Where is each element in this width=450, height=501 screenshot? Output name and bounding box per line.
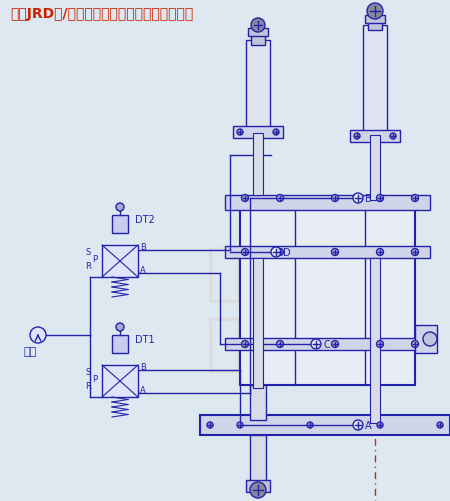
Bar bbox=[370, 135, 380, 200]
Circle shape bbox=[276, 341, 284, 348]
Circle shape bbox=[30, 327, 46, 343]
Circle shape bbox=[251, 18, 265, 32]
Bar bbox=[368, 18, 382, 30]
Text: 玖容JRD总/力行程可调气液增压缸气路连接图: 玖容JRD总/力行程可调气液增压缸气路连接图 bbox=[10, 7, 193, 21]
Circle shape bbox=[276, 194, 284, 201]
Text: B: B bbox=[365, 194, 372, 204]
Bar bbox=[246, 480, 270, 492]
Circle shape bbox=[116, 323, 124, 331]
Circle shape bbox=[237, 129, 243, 135]
Text: D: D bbox=[283, 248, 291, 258]
Bar bbox=[225, 195, 430, 210]
Bar bbox=[253, 133, 263, 195]
Text: S: S bbox=[85, 248, 90, 257]
Circle shape bbox=[411, 248, 418, 256]
Bar bbox=[370, 258, 380, 423]
Text: A: A bbox=[140, 266, 146, 275]
Text: A: A bbox=[140, 386, 146, 395]
Bar bbox=[363, 25, 387, 135]
Circle shape bbox=[390, 133, 396, 139]
Bar bbox=[250, 435, 266, 485]
Circle shape bbox=[273, 129, 279, 135]
Circle shape bbox=[237, 422, 243, 428]
Bar bbox=[251, 30, 265, 45]
Text: 气源: 气源 bbox=[24, 347, 37, 357]
Bar bbox=[250, 385, 266, 420]
Circle shape bbox=[353, 420, 363, 430]
Circle shape bbox=[354, 133, 360, 139]
Circle shape bbox=[367, 3, 383, 19]
Text: C: C bbox=[323, 340, 330, 350]
Text: DT2: DT2 bbox=[135, 215, 155, 225]
Circle shape bbox=[332, 248, 338, 256]
Bar bbox=[415, 325, 437, 353]
Text: S: S bbox=[85, 368, 90, 377]
Bar bbox=[112, 215, 128, 233]
Circle shape bbox=[271, 247, 281, 257]
Bar bbox=[225, 338, 430, 350]
Bar bbox=[233, 126, 283, 138]
Text: A: A bbox=[365, 421, 372, 431]
Circle shape bbox=[377, 341, 383, 348]
Text: 玖
容: 玖 容 bbox=[206, 245, 244, 375]
Bar bbox=[253, 258, 263, 388]
Circle shape bbox=[116, 203, 124, 211]
Text: R: R bbox=[85, 382, 91, 391]
Circle shape bbox=[276, 248, 284, 256]
Text: B: B bbox=[140, 363, 146, 372]
Bar bbox=[246, 40, 270, 130]
Circle shape bbox=[411, 194, 418, 201]
Circle shape bbox=[207, 422, 213, 428]
Bar bbox=[350, 130, 400, 142]
Circle shape bbox=[332, 341, 338, 348]
Circle shape bbox=[377, 194, 383, 201]
Circle shape bbox=[411, 341, 418, 348]
Circle shape bbox=[332, 194, 338, 201]
Circle shape bbox=[437, 422, 443, 428]
Circle shape bbox=[377, 422, 383, 428]
Circle shape bbox=[353, 193, 363, 203]
Circle shape bbox=[423, 332, 437, 346]
Circle shape bbox=[242, 341, 248, 348]
Bar bbox=[365, 15, 385, 23]
Bar bbox=[248, 28, 268, 36]
Text: B: B bbox=[140, 243, 146, 252]
Text: P: P bbox=[92, 255, 97, 264]
Bar bbox=[102, 365, 138, 397]
Bar bbox=[225, 246, 430, 258]
Bar bbox=[112, 335, 128, 353]
Circle shape bbox=[311, 339, 321, 349]
Bar bbox=[200, 415, 450, 435]
Bar bbox=[240, 200, 415, 385]
Text: R: R bbox=[85, 262, 91, 271]
Circle shape bbox=[242, 194, 248, 201]
Circle shape bbox=[307, 422, 313, 428]
Bar bbox=[102, 245, 138, 277]
Text: P: P bbox=[92, 375, 97, 384]
Circle shape bbox=[250, 482, 266, 498]
Text: DT1: DT1 bbox=[135, 335, 155, 345]
Circle shape bbox=[242, 248, 248, 256]
Circle shape bbox=[377, 248, 383, 256]
